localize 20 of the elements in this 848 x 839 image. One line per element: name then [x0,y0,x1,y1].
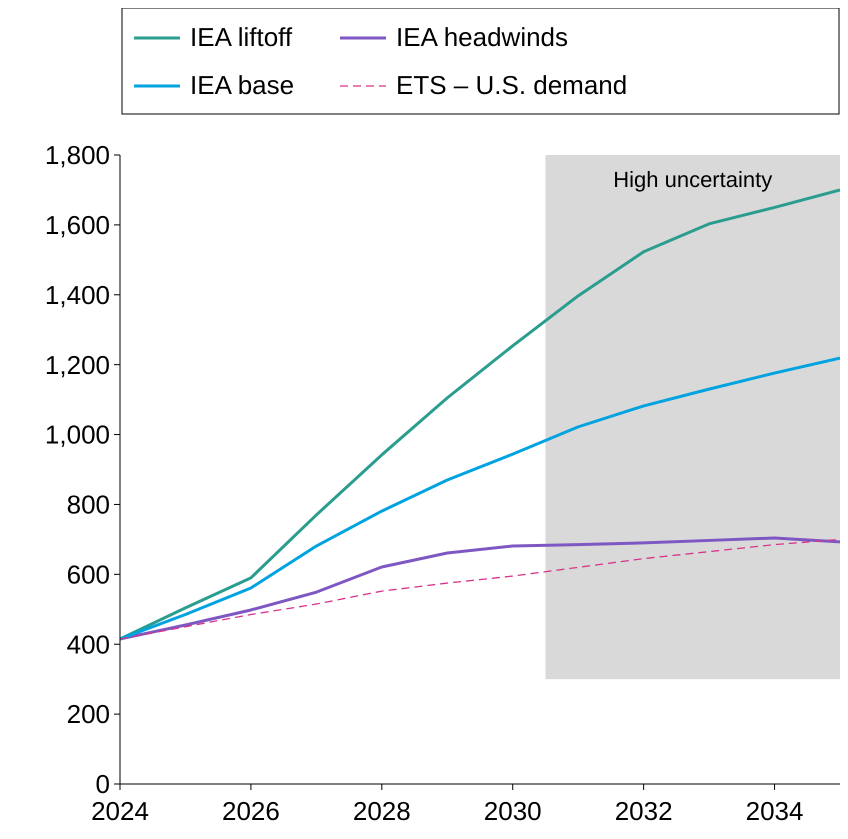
x-tick-label: 2028 [352,796,411,826]
y-tick-label: 1,600 [44,210,110,240]
line-series [118,356,840,640]
legend-label: IEA liftoff [190,22,293,52]
y-tick-label: 400 [66,629,110,660]
x-tick-label: 2032 [614,796,673,826]
legend-label: ETS – U.S. demand [396,70,628,100]
band-label: High uncertainty [613,167,772,192]
x-tick-label: 2034 [746,796,804,826]
y-tick-label: 600 [66,559,110,590]
x-tick-label: 2026 [222,796,280,826]
y-tick-label: 200 [66,699,110,730]
y-tick-label: 1,400 [44,280,110,310]
y-tick-label: 1,800 [44,140,110,170]
y-tick-label: 800 [66,490,110,520]
legend-label: IEA headwinds [396,22,568,52]
y-tick-label: 1,000 [44,420,110,450]
x-tick-label: 2030 [484,796,542,826]
y-tick-label: 1,200 [44,350,110,380]
legend-label: IEA base [190,70,294,100]
